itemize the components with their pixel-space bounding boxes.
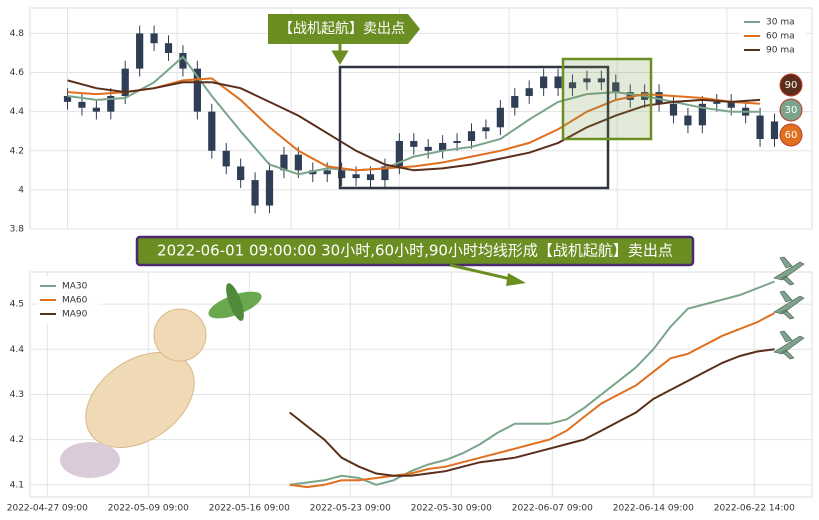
candle-body	[612, 82, 620, 93]
candle-body	[424, 146, 432, 151]
candle-body	[540, 76, 548, 89]
legend-label: 60 ma	[766, 32, 795, 42]
y-tick-label: 4.5	[10, 300, 24, 310]
y-tick-label: 4.1	[10, 480, 24, 490]
ma-badge-label: 60	[785, 130, 798, 141]
legend-label: MA60	[62, 296, 88, 306]
y-tick-label: 4.3	[10, 390, 24, 400]
y-tick-label: 4.4	[10, 345, 25, 355]
legend-label: 30 ma	[766, 18, 795, 28]
legend-label: MA30	[62, 282, 88, 292]
candle-body	[684, 115, 692, 126]
candle-body	[179, 52, 187, 69]
ma-line	[289, 348, 775, 477]
candle-body	[727, 101, 735, 108]
x-tick-label: 2022-05-09 09:00	[108, 504, 189, 514]
candle-body	[107, 96, 115, 112]
banner	[135, 235, 695, 267]
annotation-arrow-box	[268, 14, 420, 44]
ma-badge-label: 90	[785, 80, 798, 91]
candle-body	[698, 103, 706, 126]
candle-body	[136, 33, 144, 69]
annotation-arrow	[331, 44, 349, 65]
candle-body	[467, 131, 476, 141]
y-tick-label: 4.6	[10, 68, 25, 78]
annotation-text: 【战机起航】卖出点	[279, 21, 405, 37]
candle-body	[92, 107, 100, 112]
candle-body	[395, 140, 403, 167]
candle-body	[63, 96, 72, 102]
y-tick-label: 4.2	[10, 435, 24, 445]
highlight-box	[338, 65, 610, 190]
candle-body	[78, 101, 86, 108]
x-tick-label: 2022-04-27 09:00	[7, 504, 88, 514]
candle-body	[583, 78, 591, 83]
top-plot-frame	[29, 7, 813, 230]
x-tick-label: 2022-06-22 14:00	[714, 504, 795, 514]
x-tick-label: 2022-05-23 09:00	[310, 504, 391, 514]
candle-body	[439, 142, 447, 151]
y-tick-label: 4	[18, 185, 24, 195]
plane-icons	[773, 256, 805, 360]
ma-badge	[779, 98, 803, 122]
ma-line	[67, 79, 761, 172]
candle-body	[482, 127, 490, 132]
candle-body	[323, 170, 331, 175]
candle-body	[410, 140, 418, 147]
candle-body	[280, 154, 288, 171]
candle-body	[294, 154, 302, 171]
y-tick-label: 4.8	[10, 29, 25, 39]
x-tick-label: 2022-06-14 09:00	[613, 504, 694, 514]
candle-body	[150, 33, 158, 44]
candle-body	[366, 174, 375, 181]
ma-line	[67, 77, 761, 172]
ma-badge-label: 30	[785, 105, 798, 116]
candle-body	[381, 166, 389, 181]
candle-body	[237, 166, 245, 181]
ma-line	[289, 312, 775, 489]
plane-illustration	[208, 283, 262, 321]
candle-body	[496, 107, 504, 128]
bottom-plot-frame	[29, 271, 813, 498]
candle-body	[453, 140, 461, 143]
candle-body	[713, 101, 721, 104]
candle-body	[669, 103, 678, 116]
ma-line	[289, 280, 775, 486]
banner-arrow	[449, 263, 516, 282]
y-tick-label: 4.2	[10, 146, 24, 156]
legend-label: 90 ma	[766, 46, 795, 56]
candle-body	[756, 115, 764, 140]
ma-line	[67, 55, 761, 176]
candle-body	[164, 43, 173, 53]
candle-body	[338, 170, 346, 179]
candle-body	[525, 88, 533, 97]
ma-badge	[779, 123, 803, 147]
y-tick-label: 3.8	[10, 225, 25, 235]
legend-label: MA90	[62, 310, 88, 320]
signal-box	[561, 57, 653, 141]
candle-body	[554, 76, 562, 89]
dog-illustration	[60, 308, 207, 478]
banner-text: 2022-06-01 09:00:00 30小时,60小时,90小时均线形成【战…	[157, 242, 673, 260]
candle-body	[511, 96, 519, 108]
x-tick-label: 2022-06-07 09:00	[512, 504, 593, 514]
candle-body	[770, 121, 779, 140]
candle-body	[121, 68, 129, 97]
x-tick-label: 2022-05-30 09:00	[411, 504, 492, 514]
x-tick-label: 2022-05-16 09:00	[209, 504, 290, 514]
candle-body	[265, 170, 274, 206]
candle-body	[352, 174, 360, 179]
ma-badge	[779, 73, 803, 97]
candle-body	[222, 150, 230, 167]
candle-body	[193, 68, 201, 112]
candle-body	[251, 180, 259, 206]
y-tick-label: 4.4	[10, 107, 25, 117]
candle-body	[597, 78, 605, 83]
candle-body	[568, 82, 577, 89]
candle-body	[208, 111, 216, 151]
banner-arrow-head	[506, 273, 526, 286]
